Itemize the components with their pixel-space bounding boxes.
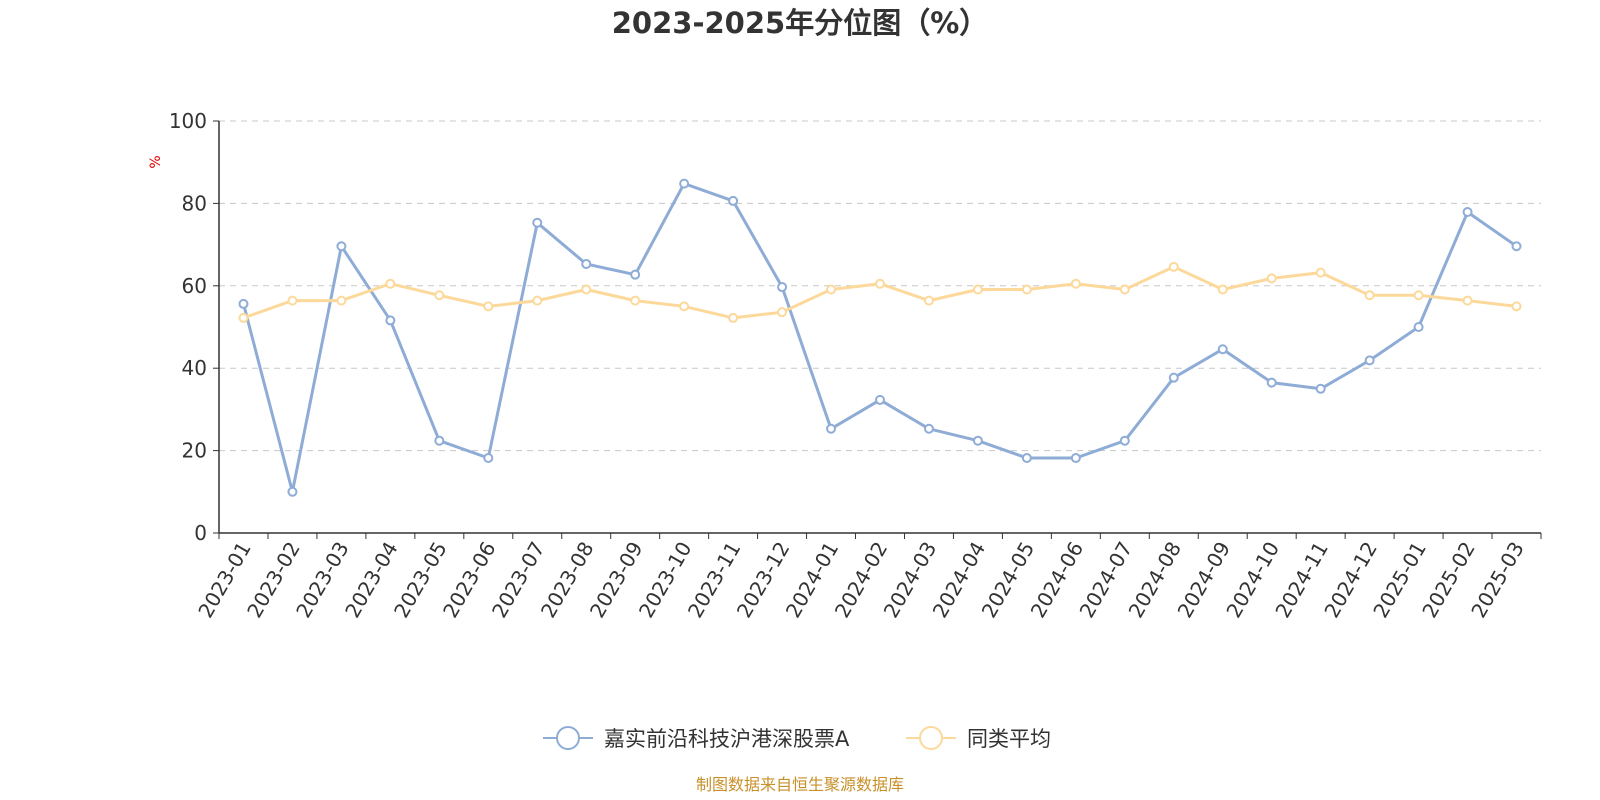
data-point[interactable]	[1511, 241, 1522, 252]
data-point[interactable]	[1119, 435, 1130, 446]
y-tick-label: 40	[182, 356, 207, 380]
y-axis-unit: %	[148, 155, 164, 168]
data-point[interactable]	[1364, 290, 1375, 301]
data-point[interactable]	[385, 315, 396, 326]
data-point[interactable]	[483, 301, 494, 312]
data-point[interactable]	[336, 295, 347, 306]
data-point[interactable]	[1266, 273, 1277, 284]
data-point[interactable]	[1217, 344, 1228, 355]
chart-title: 2023-2025年分位图（%）	[612, 6, 989, 40]
data-point[interactable]	[826, 423, 837, 434]
data-point[interactable]	[1021, 284, 1032, 295]
data-point[interactable]	[336, 241, 347, 252]
data-point[interactable]	[581, 284, 592, 295]
data-point[interactable]	[532, 295, 543, 306]
data-point[interactable]	[238, 298, 249, 309]
series-line-1	[242, 265, 1517, 320]
data-point[interactable]	[1413, 322, 1424, 332]
data-point[interactable]	[630, 269, 641, 280]
data-point[interactable]	[826, 284, 837, 295]
data-point[interactable]	[1070, 453, 1081, 464]
data-point[interactable]	[287, 486, 298, 497]
legend[interactable]: 嘉实前沿科技沪港深股票A 同类平均	[543, 726, 1051, 751]
legend-item-0[interactable]: 嘉实前沿科技沪港深股票A	[543, 726, 850, 751]
data-point[interactable]	[1413, 290, 1424, 301]
data-point[interactable]	[581, 258, 592, 269]
y-tick-label: 60	[182, 274, 207, 298]
data-point[interactable]	[287, 295, 298, 306]
data-point[interactable]	[972, 435, 983, 446]
data-point[interactable]	[875, 278, 885, 289]
data-point[interactable]	[385, 278, 396, 289]
data-point[interactable]	[1315, 383, 1326, 394]
data-point[interactable]	[238, 312, 249, 323]
data-point[interactable]	[630, 295, 641, 306]
data-point[interactable]	[1511, 301, 1522, 312]
legend-marker	[919, 726, 943, 750]
data-point[interactable]	[1315, 267, 1326, 278]
y-tick-label: 0	[194, 521, 207, 545]
data-point[interactable]	[1119, 284, 1130, 295]
data-point[interactable]	[1168, 372, 1179, 383]
data-point[interactable]	[972, 284, 983, 295]
data-point[interactable]	[679, 301, 690, 312]
axes	[213, 120, 1542, 539]
x-tick-labels: 2023-012023-022023-032023-042023-052023-…	[193, 538, 1529, 622]
legend-label: 同类平均	[967, 727, 1051, 751]
data-point[interactable]	[532, 217, 543, 228]
data-point[interactable]	[1266, 377, 1277, 388]
data-point[interactable]	[777, 282, 788, 293]
data-point[interactable]	[483, 453, 494, 464]
data-point[interactable]	[728, 195, 739, 206]
data-point[interactable]	[1462, 295, 1473, 306]
series-line-0	[242, 182, 1518, 494]
legend-item-1[interactable]: 同类平均	[906, 726, 1051, 751]
data-point[interactable]	[923, 423, 934, 434]
data-point[interactable]	[1217, 284, 1228, 295]
data-point[interactable]	[1070, 278, 1081, 289]
data-point[interactable]	[434, 290, 445, 301]
series-lines	[238, 178, 1522, 497]
data-point[interactable]	[1462, 207, 1473, 218]
data-point[interactable]	[434, 435, 445, 446]
legend-label: 嘉实前沿科技沪港深股票A	[604, 727, 850, 751]
data-point[interactable]	[777, 307, 788, 318]
data-point[interactable]	[1168, 261, 1179, 272]
y-tick-label: 20	[182, 439, 207, 463]
y-tick-label: 100	[169, 109, 207, 133]
data-source-note: 制图数据来自恒生聚源数据库	[696, 775, 904, 794]
y-tick-labels: 0 20 40 60 80 100	[169, 109, 207, 545]
data-point[interactable]	[1021, 453, 1032, 464]
data-point[interactable]	[679, 178, 690, 189]
data-point[interactable]	[728, 312, 739, 323]
y-tick-label: 80	[182, 191, 207, 215]
data-point[interactable]	[875, 394, 885, 405]
legend-marker	[556, 726, 580, 750]
data-point[interactable]	[1364, 355, 1375, 366]
data-point[interactable]	[923, 295, 934, 306]
